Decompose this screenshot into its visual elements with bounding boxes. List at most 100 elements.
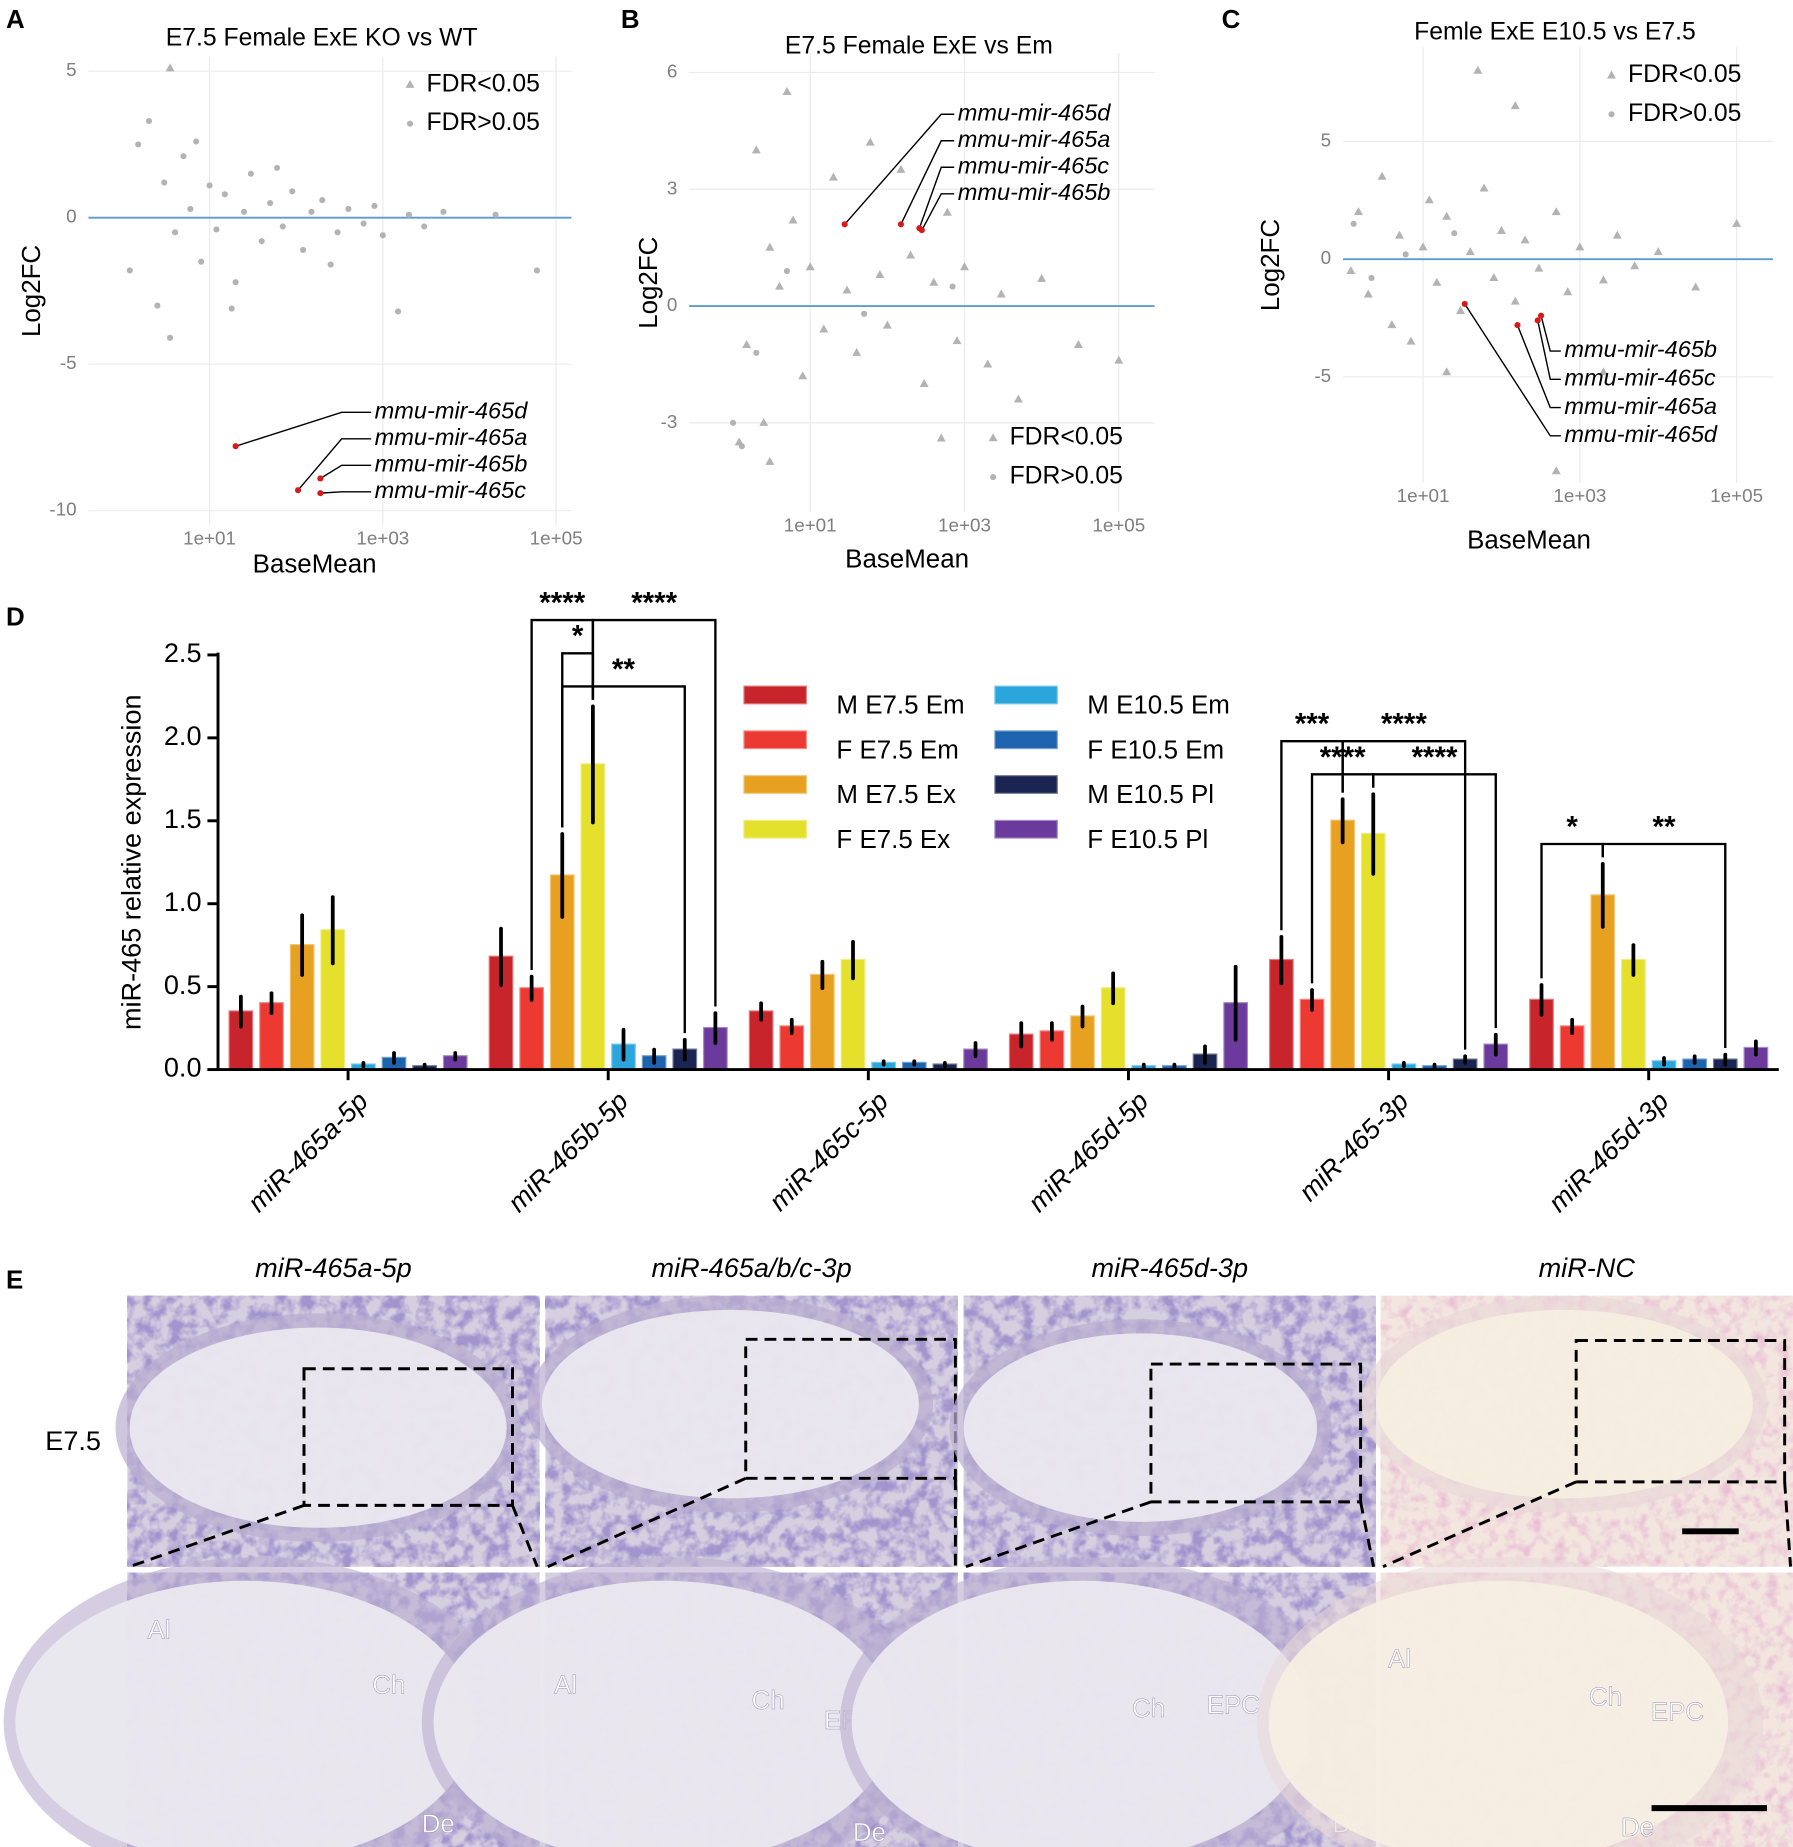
- point: [783, 267, 791, 275]
- point: [228, 305, 235, 312]
- legend-swatch: [743, 775, 807, 794]
- point: [896, 164, 906, 173]
- point: [1489, 273, 1499, 282]
- point: [379, 232, 386, 239]
- point: [1551, 466, 1561, 475]
- highlight-label: mmu-mir-465b: [375, 451, 528, 477]
- legend-swatch: [994, 685, 1058, 705]
- label-leader: [1540, 315, 1561, 352]
- point: [440, 208, 447, 215]
- point: [1563, 287, 1573, 296]
- label-leader: [900, 140, 955, 225]
- label-leader: [1537, 320, 1561, 381]
- zoom-line: [1382, 1480, 1577, 1568]
- point: [861, 310, 868, 317]
- legend-swatch: [743, 819, 807, 839]
- point: [990, 474, 997, 481]
- point: [765, 456, 775, 465]
- highlight-label: mmu-mir-465a: [958, 126, 1111, 152]
- point: [308, 208, 315, 215]
- point: [1406, 336, 1416, 345]
- x-tick-label: 1e+03: [356, 527, 409, 548]
- y-tick-label: -5: [60, 352, 77, 373]
- zoom-box: [1149, 1362, 1363, 1504]
- y-axis-label: Log2FC: [1257, 219, 1285, 311]
- column-title: miR-465d-3p: [1092, 1252, 1249, 1283]
- legend-label: FDR<0.05: [427, 70, 540, 97]
- highlight-label: mmu-mir-465d: [958, 99, 1112, 125]
- point: [738, 443, 745, 450]
- point: [1377, 171, 1387, 180]
- point: [1013, 394, 1023, 403]
- row-label: E7.5: [45, 1425, 101, 1456]
- y-tick-label: -3: [661, 411, 678, 432]
- zoom-box: [1574, 1339, 1787, 1484]
- x-tick-label: 1e+05: [530, 527, 583, 548]
- region-label: EPC: [1651, 1699, 1704, 1727]
- x-tick-label: 1e+01: [784, 515, 837, 536]
- embryo-cavity: [963, 1333, 1318, 1522]
- significance-bracket: [1601, 842, 1727, 1049]
- point: [1575, 242, 1585, 251]
- point: [751, 145, 761, 154]
- label-leader: [297, 438, 372, 491]
- label-leader: [320, 491, 372, 494]
- point: [1346, 265, 1356, 274]
- point: [1653, 247, 1663, 256]
- point: [775, 281, 784, 290]
- significance-label: **: [612, 653, 635, 686]
- legend-label: F E7.5 Em: [836, 736, 958, 764]
- point: [805, 262, 815, 271]
- point: [1114, 355, 1124, 364]
- x-tick-label: miR-465-3p: [1292, 1085, 1414, 1207]
- point: [232, 279, 239, 286]
- significance-label: ****: [631, 587, 677, 620]
- point: [345, 205, 352, 212]
- point: [1732, 218, 1742, 227]
- point: [1424, 195, 1434, 204]
- label-leader: [918, 166, 955, 229]
- y-tick-label: 0: [66, 206, 76, 227]
- legend-swatch: [994, 775, 1058, 794]
- highlight-label: mmu-mir-465b: [1564, 336, 1717, 362]
- significance-bracket: [1372, 773, 1497, 1029]
- legend-label: FDR>0.05: [1010, 463, 1123, 490]
- point: [213, 226, 220, 233]
- legend-label: M E10.5 Em: [1087, 692, 1230, 720]
- point: [334, 229, 341, 236]
- embryo-cavity: [15, 1580, 475, 1847]
- x-tick-label: 1e+03: [938, 515, 991, 536]
- point: [852, 347, 862, 356]
- point: [166, 334, 174, 341]
- legend-swatch: [743, 730, 807, 750]
- point: [267, 199, 274, 207]
- point: [842, 285, 852, 294]
- x-tick-label: 1e+03: [1553, 485, 1606, 506]
- point: [875, 269, 885, 278]
- significance-label: **: [1653, 810, 1676, 843]
- point: [1442, 211, 1452, 220]
- region-label: Al: [554, 1672, 577, 1700]
- x-tick-label: 1e+05: [1092, 515, 1145, 536]
- y-axis-label: miR-465 relative expression: [115, 694, 146, 1030]
- point: [1691, 282, 1701, 291]
- legend-swatch: [994, 730, 1058, 750]
- point: [1387, 320, 1397, 329]
- legend-label: FDR<0.05: [1628, 61, 1741, 88]
- point: [753, 349, 760, 356]
- panel-label: B: [621, 6, 640, 34]
- highlight-label: mmu-mir-465d: [375, 397, 529, 423]
- x-tick-label: miR-465b-5p: [501, 1085, 634, 1218]
- zoom-box: [302, 1367, 514, 1507]
- point: [1402, 251, 1409, 258]
- embryo-cavity: [851, 1580, 1312, 1847]
- chart-title: Femle ExE E10.5 vs E7.5: [1414, 19, 1696, 46]
- column-title: miR-465a/b/c-3p: [652, 1252, 852, 1283]
- column-title: miR-NC: [1539, 1252, 1636, 1283]
- point: [1442, 367, 1452, 376]
- column-title: miR-465a-5p: [255, 1252, 412, 1283]
- legend-label: M E7.5 Em: [836, 692, 964, 720]
- point: [300, 246, 307, 253]
